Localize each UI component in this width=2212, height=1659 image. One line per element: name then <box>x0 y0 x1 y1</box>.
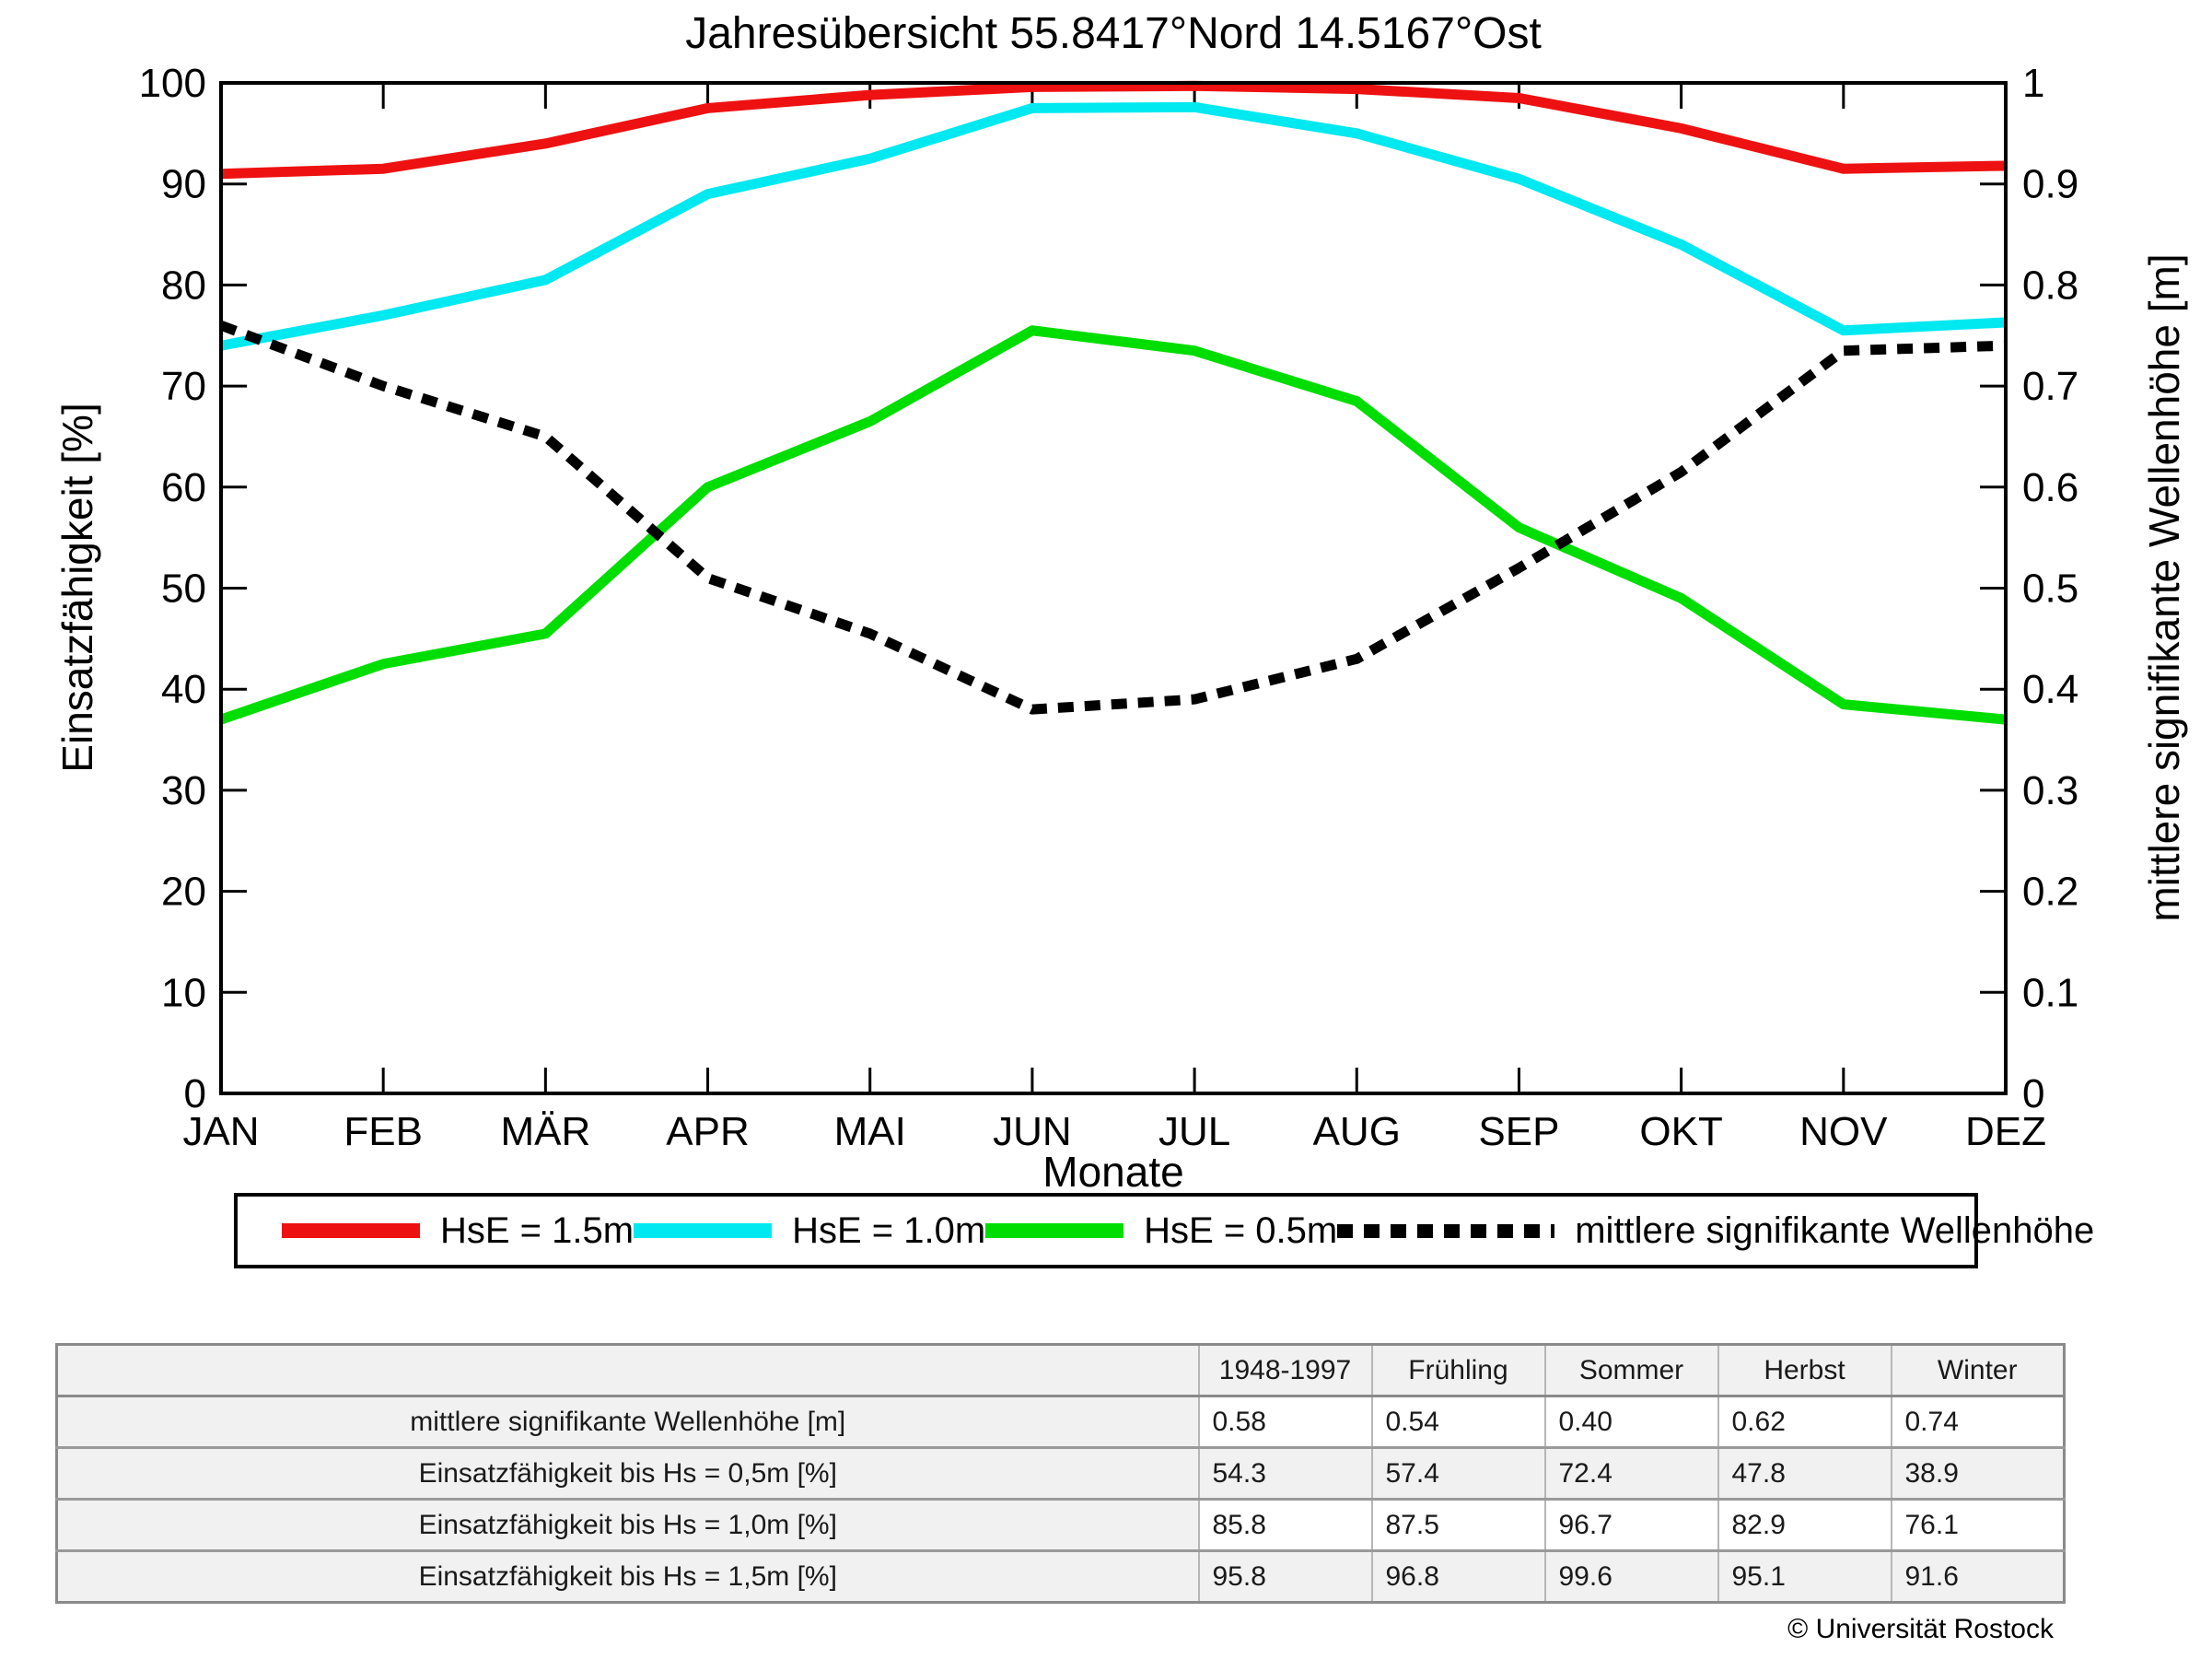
legend-item-hse-15: HsE = 1.5m <box>282 1210 634 1252</box>
table-cell: 47.8 <box>1717 1446 1892 1501</box>
y-axis-tick-label-left: 20 <box>161 870 206 915</box>
table-row: Einsatzfähigkeit bis Hs = 1,5m [%] 95.8 96… <box>55 1549 2066 1604</box>
y-axis-tick-label-left: 10 <box>161 970 206 1015</box>
table-row: Einsatzfähigkeit bis Hs = 0,5m [%] 54.3 57… <box>55 1446 2066 1501</box>
x-axis-tick-label: SEP <box>1478 1109 1559 1154</box>
x-axis-tick-label: DEZ <box>1965 1109 2046 1154</box>
y-axis-tick-label-left: 50 <box>161 567 206 612</box>
plot-frame <box>219 81 2008 1095</box>
table-cell: 57.4 <box>1370 1446 1546 1501</box>
table-header: 1948-1997 Frühling Sommer Herbst Winter <box>55 1343 2066 1397</box>
table-header-row: 1948-1997 Frühling Sommer Herbst Winter <box>55 1343 2066 1397</box>
table-row-label: mittlere signifikante Wellenhöhe [m] <box>55 1395 1200 1449</box>
y-axis-label-right: mittlere signifikante Wellenhöhe [m] <box>2140 253 2188 921</box>
table-cell: 0.62 <box>1717 1395 1892 1449</box>
table-cell: 76.1 <box>1890 1498 2066 1552</box>
y-axis-tick-label-right: 0.6 <box>2022 465 2078 510</box>
y-axis-tick-label-left: 40 <box>161 667 206 712</box>
table-row-label: Einsatzfähigkeit bis Hs = 1,0m [%] <box>55 1498 1200 1552</box>
y-axis-tick-label-left: 80 <box>161 263 206 308</box>
legend-label: mittlere signifikante Wellenhöhe <box>1575 1209 2095 1251</box>
table-cell: 0.40 <box>1543 1395 1719 1449</box>
chart: Jahresübersicht 55.8417°Nord 14.5167°Ost… <box>53 9 2188 1196</box>
seasonal-table: 1948-1997 Frühling Sommer Herbst Winter mitt… <box>55 1343 2066 1604</box>
y-axis-tick-label-left: 0 <box>184 1071 206 1116</box>
table-cell: 91.6 <box>1890 1549 2066 1604</box>
table-header-cell: Herbst <box>1717 1343 1892 1397</box>
legend-swatch-cyan-line <box>634 1223 773 1238</box>
legend-item-wave-height: mittlere signifikante Wellenhöhe <box>1337 1210 2094 1252</box>
table-cell: 99.6 <box>1543 1549 1719 1604</box>
x-axis-tick-label: JAN <box>182 1109 259 1154</box>
y-axis-tick-label-right: 0.7 <box>2022 364 2078 409</box>
table-header-cell: 1948-1997 <box>1197 1343 1373 1397</box>
legend-swatch-green-line <box>985 1223 1124 1238</box>
y-axis-tick-label-left: 90 <box>161 162 206 207</box>
y-axis-tick-label-left: 100 <box>139 61 206 106</box>
y-axis-tick-label-right: 0 <box>2022 1071 2044 1116</box>
x-axis-tick-label: JUL <box>1158 1109 1230 1154</box>
table-cell: 95.8 <box>1197 1549 1373 1604</box>
chart-series <box>219 80 2007 725</box>
legend-swatch-dotted-line <box>1337 1223 1555 1238</box>
table-cell: 82.9 <box>1717 1498 1892 1552</box>
table-cell: 38.9 <box>1890 1446 2066 1501</box>
legend-label: HsE = 1.5m <box>440 1209 634 1251</box>
series-line <box>219 101 2007 351</box>
table-cell: 54.3 <box>1197 1446 1373 1501</box>
chart-title: Jahresübersicht 55.8417°Nord 14.5167°Ost <box>685 9 1542 58</box>
x-axis-tick-label: OKT <box>1639 1109 1722 1154</box>
x-axis-tick-label: APR <box>666 1109 749 1154</box>
legend-item-hse-05: HsE = 0.5m <box>985 1210 1337 1252</box>
legend-label: HsE = 0.5m <box>1144 1209 1338 1251</box>
table-cell: 95.1 <box>1717 1549 1892 1604</box>
x-axis-label: Monate <box>1042 1148 1183 1196</box>
axis-ticks: 0 10 20 30 40 50 60 70 80 90 100 0 0.1 0.2 0.3 0.4 0.5 0.… <box>139 61 2079 1154</box>
x-axis-tick-label: AUG <box>1313 1109 1401 1154</box>
y-axis-tick-label-left: 70 <box>161 364 206 409</box>
table-cell: 72.4 <box>1543 1446 1719 1501</box>
y-axis-tick-label-right: 0.2 <box>2022 870 2078 915</box>
y-axis-tick-label-left: 30 <box>161 768 206 813</box>
table-cell: 0.58 <box>1197 1395 1373 1449</box>
x-axis-tick-label: MÄR <box>500 1109 590 1154</box>
table-cell: 96.7 <box>1543 1498 1719 1552</box>
x-axis-tick-label: NOV <box>1799 1109 1888 1154</box>
table-body: mittlere signifikante Wellenhöhe [m] 0.58… <box>55 1395 2066 1604</box>
y-axis-tick-label-right: 0.5 <box>2022 567 2078 612</box>
series-line <box>219 321 2007 715</box>
table-cell: 96.8 <box>1370 1549 1546 1604</box>
table-row-label: Einsatzfähigkeit bis Hs = 1,5m [%] <box>55 1549 1200 1604</box>
table-header-cell <box>55 1343 1200 1397</box>
y-axis-tick-label-right: 0.3 <box>2022 768 2078 813</box>
y-axis-tick-label-right: 0.1 <box>2022 970 2078 1015</box>
table-header-cell: Winter <box>1890 1343 2066 1397</box>
table-row: Einsatzfähigkeit bis Hs = 1,0m [%] 85.8 87… <box>55 1498 2066 1552</box>
copyright: © Universität Rostock <box>1787 1614 2054 1644</box>
table-cell: 0.54 <box>1370 1395 1546 1449</box>
series-line <box>219 325 2007 725</box>
y-axis-label-left: Einsatzfähigkeit [%] <box>53 403 101 772</box>
table-cell: 0.74 <box>1890 1395 2066 1449</box>
table-row-label: Einsatzfähigkeit bis Hs = 0,5m [%] <box>55 1446 1200 1501</box>
series-line <box>220 80 2007 180</box>
y-axis-tick-label-right: 0.9 <box>2022 162 2078 207</box>
legend-swatch-red-line <box>282 1223 420 1238</box>
table-row: mittlere signifikante Wellenhöhe [m] 0.58… <box>55 1395 2066 1449</box>
legend-label: HsE = 1.0m <box>792 1209 986 1251</box>
x-axis-tick-label: JUN <box>993 1109 1072 1154</box>
x-axis-tick-label: MAI <box>834 1109 906 1154</box>
legend: HsE = 1.5m HsE = 1.0m HsE = 0.5m mittler… <box>234 1193 2094 1268</box>
table-header-cell: Frühling <box>1370 1343 1546 1397</box>
y-axis-tick-label-right: 0.8 <box>2022 263 2078 308</box>
table-cell: 87.5 <box>1370 1498 1546 1552</box>
table-cell: 85.8 <box>1197 1498 1373 1552</box>
y-axis-tick-label-right: 1 <box>2022 61 2044 106</box>
y-axis-tick-label-right: 0.4 <box>2022 667 2078 712</box>
table-header-cell: Sommer <box>1543 1343 1719 1397</box>
y-axis-tick-label-left: 60 <box>161 465 206 510</box>
legend-item-hse-10: HsE = 1.0m <box>634 1210 985 1252</box>
x-axis-tick-label: FEB <box>343 1109 423 1154</box>
